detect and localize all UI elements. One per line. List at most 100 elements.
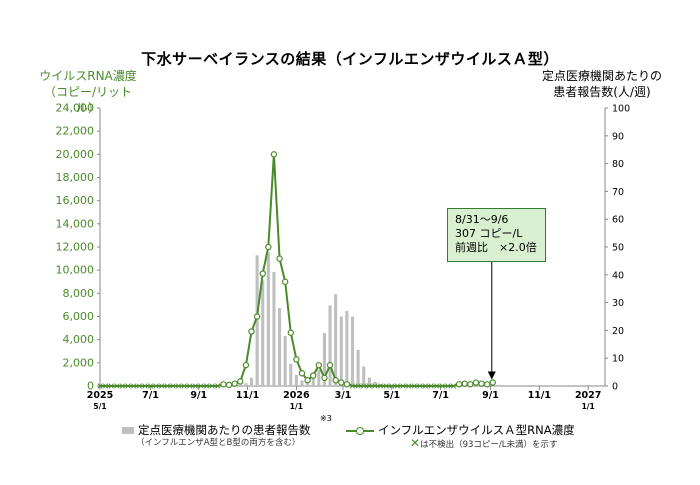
not-detected-marker xyxy=(125,383,131,389)
rna-data-point xyxy=(343,381,351,388)
right-tick-label: 0 xyxy=(612,382,618,393)
not-detected-marker xyxy=(192,383,199,389)
x-tick-label: 11/1 xyxy=(236,390,259,401)
rna-data-point xyxy=(461,380,468,387)
rna-data-point xyxy=(298,370,306,377)
not-detected-marker xyxy=(445,383,451,389)
not-detected-marker xyxy=(361,383,367,389)
right-tick-label: 30 xyxy=(612,298,624,309)
left-tick-label: 16,000 xyxy=(56,194,95,207)
patient-report-bar xyxy=(272,272,276,386)
right-axis-title: 定点医療機関あたりの 患者報告数(人/週) xyxy=(542,68,662,100)
legend-line-label: インフルエンザウイルスＡ型RNA濃度 xyxy=(378,423,575,437)
right-tick-label: 70 xyxy=(612,187,624,198)
rna-data-point xyxy=(248,328,255,335)
left-tick-label: 20,000 xyxy=(56,148,95,161)
rna-data-point xyxy=(242,361,250,369)
rna-data-point xyxy=(332,377,339,384)
legend-line-entry: インフルエンザウイルスＡ型RNA濃度 xyxy=(346,422,575,438)
not-detected-marker xyxy=(119,383,126,389)
callout-arrow-head xyxy=(487,371,496,380)
patient-report-bar xyxy=(249,377,254,386)
rna-data-point xyxy=(276,255,283,262)
not-detected-x-icon: ✕ xyxy=(410,436,421,450)
not-detected-marker xyxy=(434,383,440,389)
patient-report-bar xyxy=(367,377,371,386)
not-detected-marker xyxy=(400,383,406,389)
left-tick-label: 2,000 xyxy=(63,356,95,369)
rna-data-point xyxy=(270,151,278,158)
patient-report-bar xyxy=(350,316,355,386)
left-tick-label: 22,000 xyxy=(56,125,95,138)
not-detected-marker xyxy=(209,383,215,389)
x-tick-label: 2026 xyxy=(283,390,310,401)
right-tick-label: 20 xyxy=(612,326,624,337)
callout-period: 8/31～9/6 xyxy=(455,213,509,226)
patient-report-bar xyxy=(322,333,326,386)
patient-report-bar xyxy=(373,381,377,386)
patient-report-bar xyxy=(334,294,338,386)
legend-line-swatch xyxy=(346,426,374,436)
rna-data-point xyxy=(225,381,233,389)
right-axis-title-line2: 患者報告数(人/週) xyxy=(553,85,651,99)
not-detected-marker xyxy=(147,383,154,389)
rna-data-point xyxy=(259,270,266,277)
left-tick-label: 6,000 xyxy=(63,310,95,323)
patient-report-bar xyxy=(328,305,332,386)
patient-report-bar xyxy=(261,280,265,386)
legend-bar-entry: 定点医療機関あたりの患者報告数 xyxy=(122,422,311,438)
not-detected-marker xyxy=(411,383,417,389)
patient-report-bar xyxy=(300,380,304,386)
not-detected-marker xyxy=(181,383,187,389)
x-tick-label: 2025 xyxy=(87,390,113,401)
right-tick-label: 10 xyxy=(612,354,624,365)
legend-bar-note-mark: ※3 xyxy=(320,414,332,423)
rna-data-point xyxy=(467,381,474,388)
not-detected-marker xyxy=(349,383,356,389)
not-detected-marker xyxy=(439,383,445,389)
x-tick-label: 11/1 xyxy=(528,390,551,401)
patient-report-bar xyxy=(294,374,298,386)
rna-data-point xyxy=(338,379,345,386)
not-detected-marker xyxy=(108,383,114,389)
left-tick-label: 14,000 xyxy=(56,217,95,230)
not-detected-marker xyxy=(142,383,148,389)
rna-data-point xyxy=(455,381,463,388)
not-detected-marker xyxy=(97,383,103,389)
patient-report-bar xyxy=(356,349,360,386)
callout-ratio: 前週比 ×2.0倍 xyxy=(455,241,537,254)
rna-data-point xyxy=(231,380,238,387)
rna-concentration-line xyxy=(100,153,494,387)
rna-data-point xyxy=(489,379,496,386)
not-detected-marker xyxy=(175,383,182,389)
not-detected-marker xyxy=(131,383,137,389)
legend-line-subnote-text: は不検出（93コピー/L未満）を示す xyxy=(420,440,558,450)
rna-data-point xyxy=(315,361,323,369)
not-detected-marker xyxy=(417,383,423,389)
legend-bar-subnote: （インフルエンザA型とB型の両方を含む） xyxy=(136,438,301,448)
right-tick-label: 90 xyxy=(612,131,624,142)
rna-data-point xyxy=(237,378,244,385)
latest-value-callout: 8/31～9/6 307 コピー/L 前週比 ×2.0倍 xyxy=(447,208,546,262)
patient-report-bar xyxy=(266,252,270,386)
x-tick-label: 7/1 xyxy=(432,390,449,401)
not-detected-marker xyxy=(422,383,429,389)
not-detected-marker xyxy=(153,383,159,389)
left-tick-label: 24,000 xyxy=(56,102,95,115)
rna-data-point xyxy=(326,361,334,369)
legend-line-subnote: ✕は不検出（93コピー/L未満）を示す xyxy=(410,436,557,450)
left-tick-label: 18,000 xyxy=(56,171,95,184)
patient-report-bar xyxy=(339,316,343,386)
patient-report-bar xyxy=(278,308,282,386)
patient-report-bar xyxy=(238,384,242,386)
not-detected-marker xyxy=(187,383,193,389)
patient-report-bar xyxy=(244,383,248,386)
not-detected-marker xyxy=(215,383,221,389)
not-detected-marker xyxy=(389,383,395,389)
x-tick-sublabel: 1/1 xyxy=(290,402,303,411)
not-detected-marker xyxy=(405,383,412,389)
right-tick-label: 50 xyxy=(612,243,624,254)
not-detected-marker xyxy=(383,383,389,389)
not-detected-marker xyxy=(203,383,210,389)
